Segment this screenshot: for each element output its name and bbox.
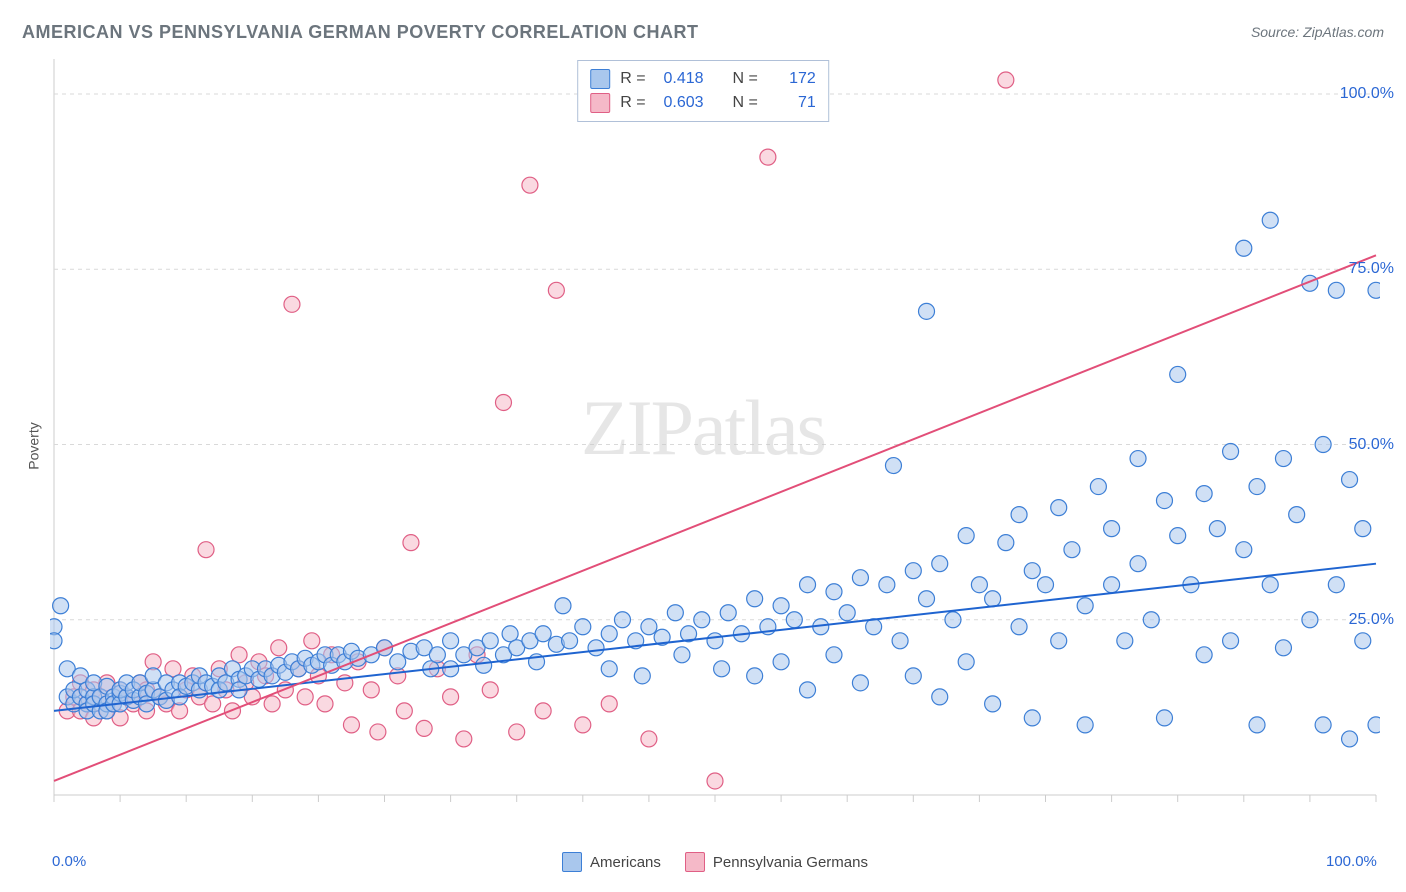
series-legend: Americans Pennsylvania Germans bbox=[50, 852, 1380, 872]
correlation-legend: R = 0.418 N = 172 R = 0.603 N = 71 bbox=[577, 60, 829, 122]
x-tick-label: 100.0% bbox=[1326, 853, 1377, 870]
swatch-pagermans-icon bbox=[685, 852, 705, 872]
legend-label-americans: Americans bbox=[590, 854, 661, 871]
y-tick-label: 25.0% bbox=[1349, 611, 1394, 629]
y-tick-label: 100.0% bbox=[1340, 85, 1394, 103]
x-tick-label: 0.0% bbox=[52, 853, 86, 870]
swatch-americans bbox=[590, 69, 610, 89]
scatter-plot bbox=[50, 55, 1380, 825]
chart-canvas bbox=[50, 55, 1380, 825]
chart-title: AMERICAN VS PENNSYLVANIA GERMAN POVERTY … bbox=[22, 22, 699, 43]
swatch-americans-icon bbox=[562, 852, 582, 872]
y-tick-label: 50.0% bbox=[1349, 436, 1394, 454]
legend-item-americans: Americans bbox=[562, 852, 661, 872]
y-tick-label: 75.0% bbox=[1349, 260, 1394, 278]
legend-item-pagermans: Pennsylvania Germans bbox=[685, 852, 868, 872]
legend-row-americans: R = 0.418 N = 172 bbox=[590, 67, 816, 91]
swatch-pagermans bbox=[590, 93, 610, 113]
source-attribution: Source: ZipAtlas.com bbox=[1251, 24, 1384, 40]
y-axis-label: Poverty bbox=[26, 422, 42, 469]
legend-label-pagermans: Pennsylvania Germans bbox=[713, 854, 868, 871]
legend-row-pagermans: R = 0.603 N = 71 bbox=[590, 91, 816, 115]
